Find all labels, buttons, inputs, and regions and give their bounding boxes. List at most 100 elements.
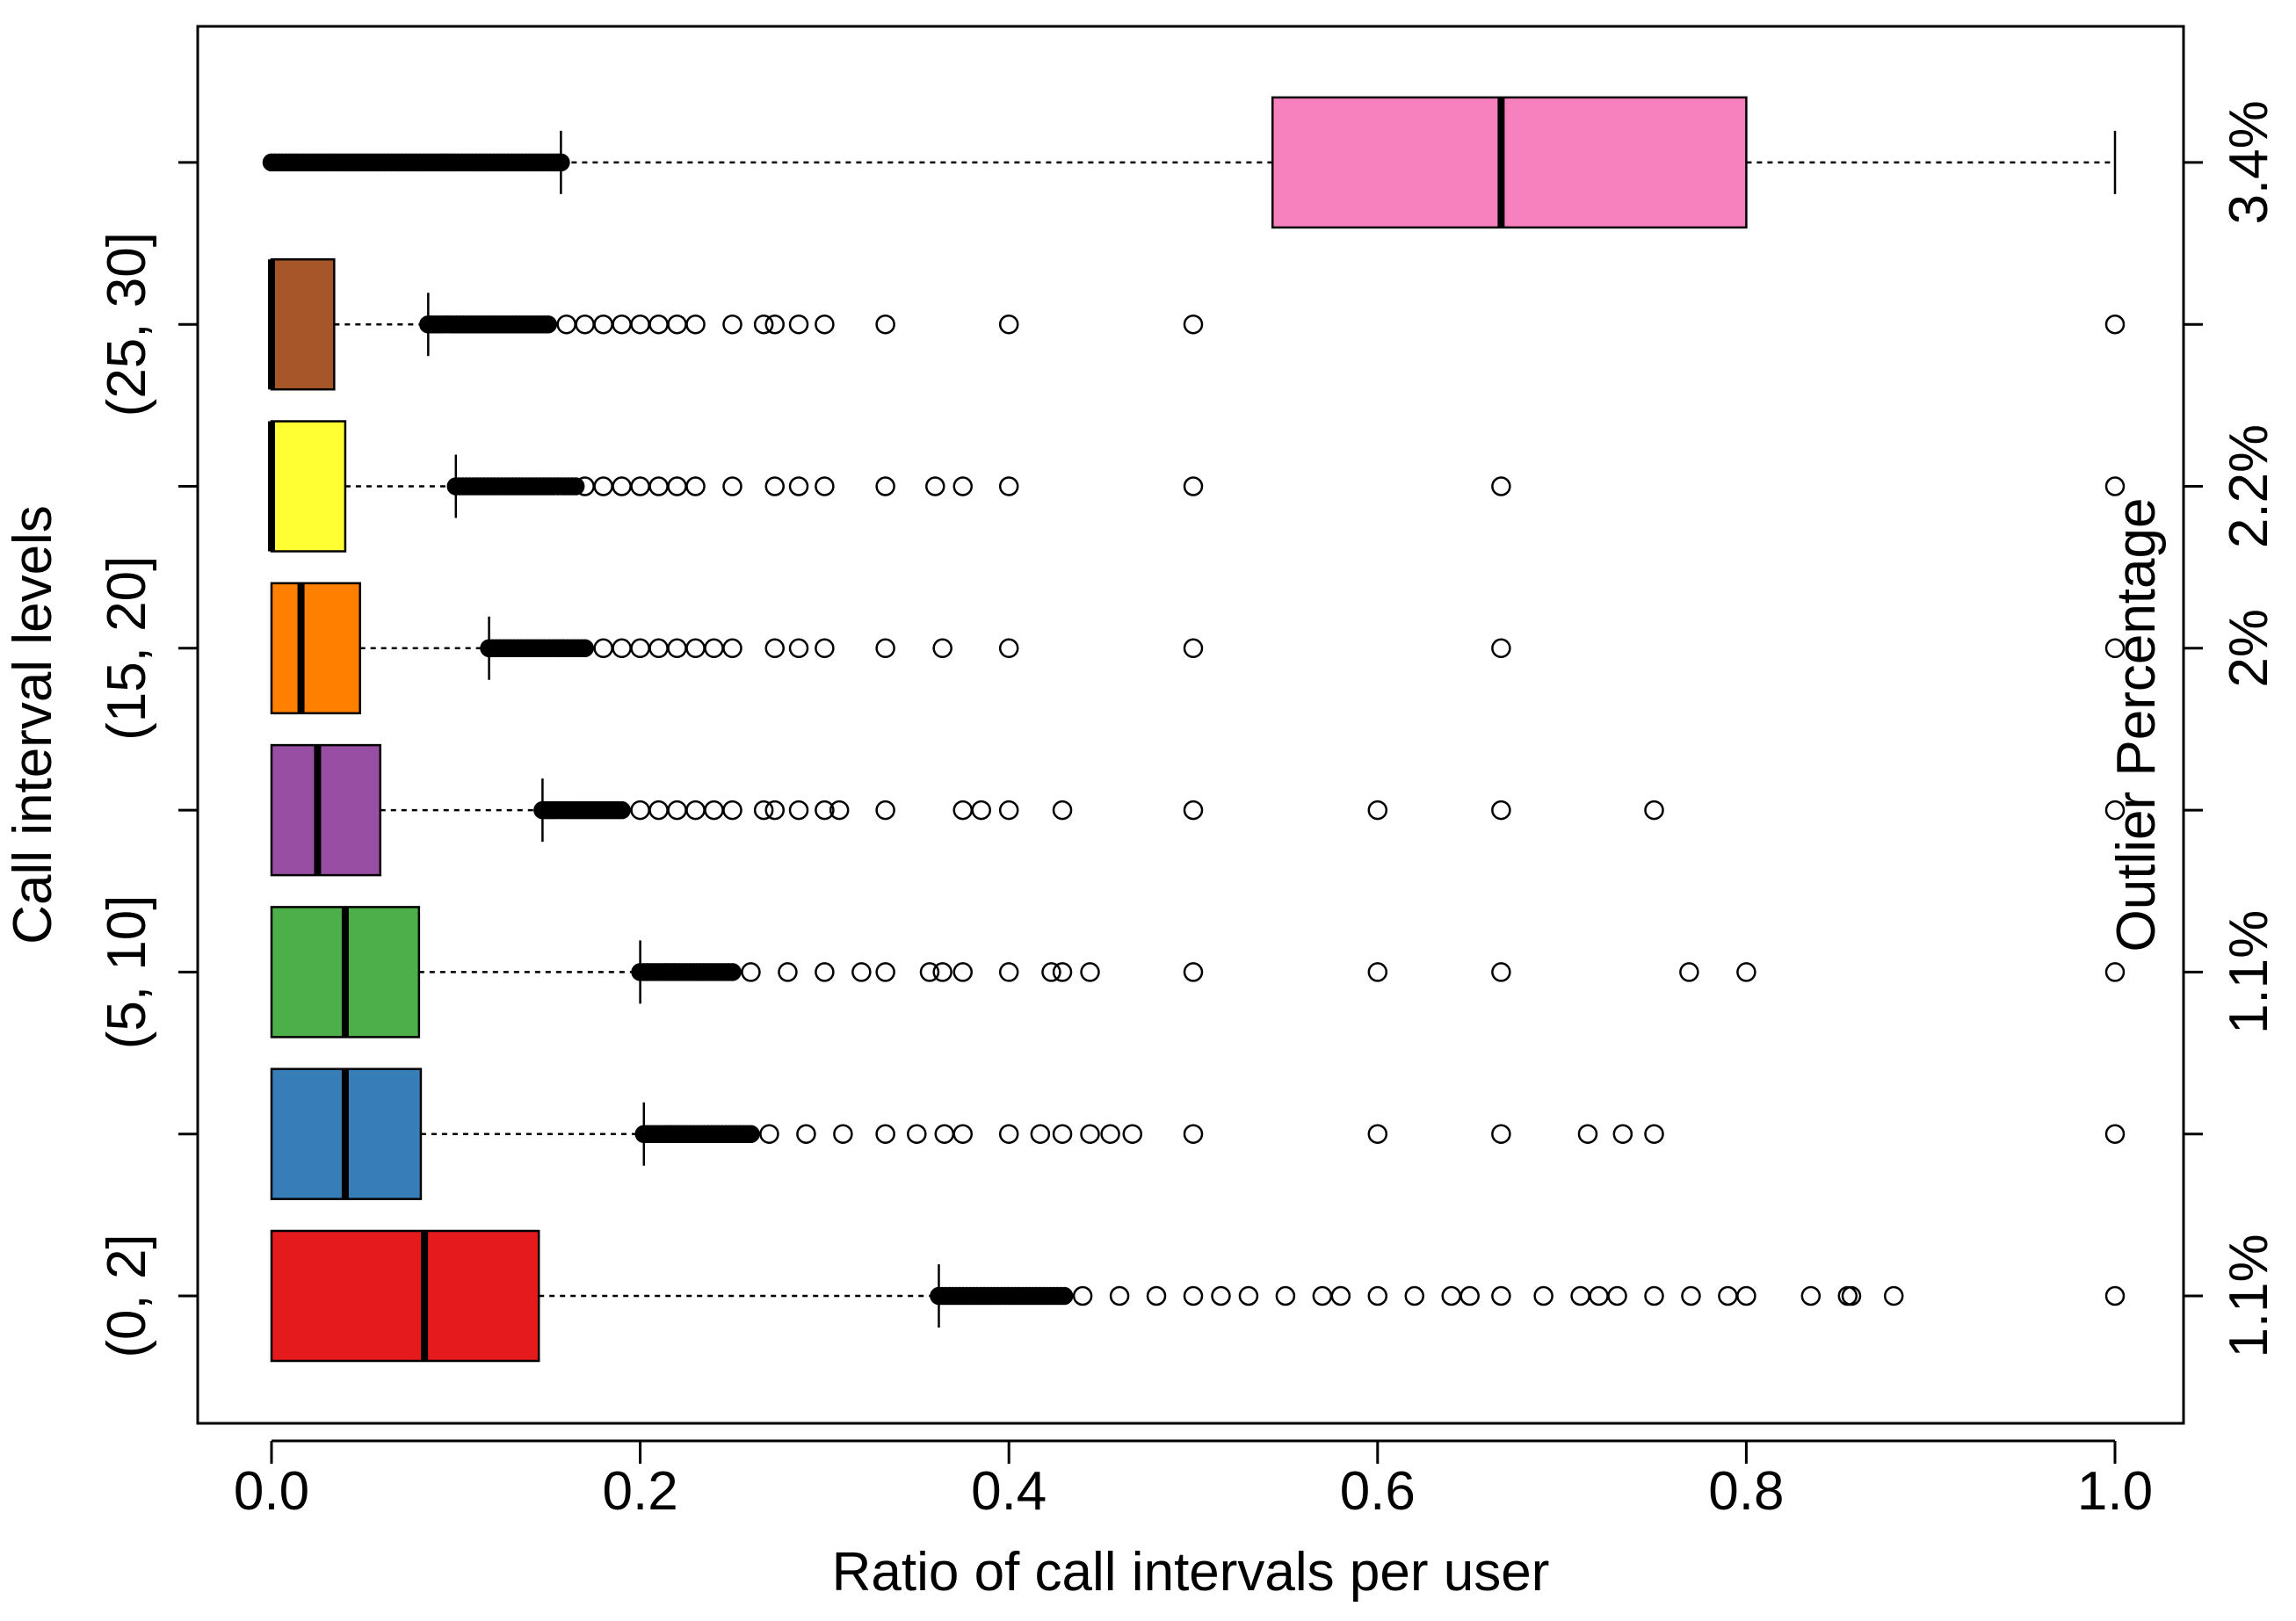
outlier-point <box>952 962 973 982</box>
outlier-point <box>753 314 774 335</box>
box <box>270 257 336 391</box>
outlier-point <box>1041 962 1061 982</box>
outlier-point <box>539 315 557 334</box>
outlier-point <box>648 476 669 496</box>
outlier-point <box>630 314 650 335</box>
outlier-point <box>630 800 650 821</box>
outlier-point <box>875 314 895 335</box>
y-tick-label-right: 1.1% <box>2219 910 2279 1034</box>
outlier-point <box>1109 1285 1130 1306</box>
outlier-point <box>875 638 895 659</box>
outlier-point <box>1644 1124 1664 1144</box>
outlier-point <box>1589 1285 1609 1306</box>
outlier-point <box>815 800 835 821</box>
outlier-point <box>612 638 632 659</box>
outlier-point <box>1491 800 1511 821</box>
outlier-point <box>1367 1285 1388 1306</box>
outlier-point <box>1577 1124 1598 1144</box>
plot-frame <box>196 25 2185 1425</box>
outlier-point <box>1367 800 1388 821</box>
outlier-point <box>815 962 835 982</box>
outlier-point <box>934 1124 955 1144</box>
outlier-point <box>788 638 809 659</box>
outlier-point <box>759 1124 779 1144</box>
x-tick-label: 0.2 <box>602 1461 677 1522</box>
outlier-point <box>788 314 809 335</box>
outlier-point <box>2104 962 2126 982</box>
outlier-point <box>667 314 687 335</box>
outlier-point <box>998 314 1019 335</box>
outlier-point <box>576 639 594 658</box>
outlier-point <box>556 314 576 335</box>
axes-layer: 0.0 0.2 0.4 0.6 0.8 1.0 (0, 2] (5, 10] (15, 20] (… <box>97 100 2279 1522</box>
outlier-point <box>998 962 1019 982</box>
outlier-point <box>1072 1285 1093 1306</box>
outlier-point <box>932 638 952 659</box>
outlier-point <box>764 314 786 335</box>
outlier-point <box>1491 962 1511 982</box>
outlier-point <box>2104 314 2126 335</box>
outlier-point <box>815 476 835 496</box>
outlier-point <box>1146 1285 1167 1306</box>
outlier-point <box>593 476 613 496</box>
outlier-point <box>1441 1285 1461 1306</box>
outlier-point <box>998 800 1019 821</box>
outlier-point <box>1183 800 1204 821</box>
outlier-point <box>648 800 669 821</box>
outlier-point <box>1211 1285 1231 1306</box>
outlier-point <box>1052 962 1073 982</box>
outlier-point <box>788 800 809 821</box>
outlier-point <box>1275 1285 1296 1306</box>
outlier-point <box>907 1124 927 1144</box>
outlier-point <box>1183 314 1204 335</box>
box <box>270 582 361 715</box>
y-axis-title-right: Outlier Percentage <box>2106 498 2167 952</box>
outlier-point <box>764 800 786 821</box>
outlier-point <box>552 153 570 172</box>
outlier-point <box>998 1124 1019 1144</box>
outlier-point <box>1100 1124 1120 1144</box>
outlier-point <box>1054 1286 1074 1306</box>
outlier-point <box>1030 1124 1051 1144</box>
box <box>270 1229 540 1363</box>
outlier-point <box>833 1124 853 1144</box>
outlier-point <box>1491 1285 1511 1306</box>
outlier-point <box>1183 1285 1204 1306</box>
box <box>270 743 382 877</box>
outlier-point <box>851 962 872 982</box>
box-layer <box>262 96 2126 1363</box>
outlier-point <box>1533 1285 1554 1306</box>
outlier-point <box>829 800 850 821</box>
outlier-point <box>1736 1285 1756 1306</box>
outlier-point <box>1122 1124 1143 1144</box>
x-tick-label: 0.0 <box>234 1461 309 1522</box>
outlier-point <box>952 476 973 496</box>
outlier-point <box>575 314 595 335</box>
outlier-point <box>932 962 952 982</box>
y-tick-label-left: (25, 30] <box>97 232 157 416</box>
outlier-point <box>1883 1285 1904 1306</box>
y-tick-label-right: 2.2% <box>2219 424 2279 548</box>
outlier-point <box>925 476 945 496</box>
outlier-point <box>998 638 1019 659</box>
outlier-point <box>1681 1285 1701 1306</box>
outlier-point <box>612 314 632 335</box>
outlier-point <box>796 1124 816 1144</box>
outlier-point <box>685 476 706 496</box>
outlier-point <box>1459 1285 1480 1306</box>
outlier-point <box>667 638 687 659</box>
outlier-point <box>875 1124 895 1144</box>
outlier-point <box>1183 638 1204 659</box>
outlier-point <box>1736 962 1756 982</box>
outlier-point <box>704 638 724 659</box>
y-tick-label-left: (15, 20] <box>97 556 157 741</box>
outlier-point <box>1491 1124 1511 1144</box>
outlier-point <box>1080 1124 1100 1144</box>
outlier-point <box>741 962 761 982</box>
y-tick-label-left: (0, 2] <box>97 1234 157 1357</box>
outlier-point <box>788 476 809 496</box>
outlier-point <box>2104 638 2126 659</box>
outlier-point <box>1238 1285 1259 1306</box>
outlier-point <box>1404 1285 1425 1306</box>
